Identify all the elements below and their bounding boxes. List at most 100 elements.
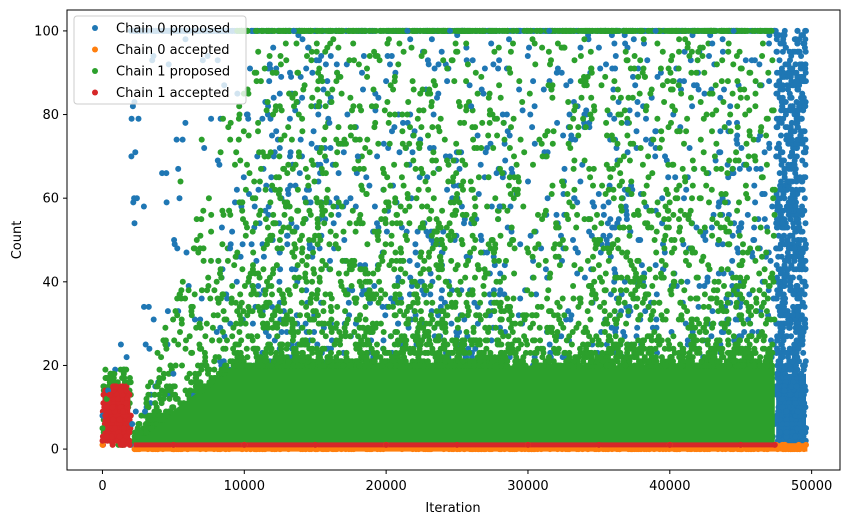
- scatter-point: [248, 241, 255, 248]
- scatter-point: [716, 199, 722, 206]
- scatter-point: [790, 291, 797, 298]
- scatter-point: [545, 287, 552, 294]
- scatter-point: [359, 69, 365, 76]
- scatter-point: [259, 115, 266, 122]
- scatter-point: [708, 333, 715, 340]
- scatter-point: [797, 186, 803, 193]
- scatter-point: [299, 94, 306, 101]
- scatter-point: [799, 379, 806, 386]
- scatter-point: [743, 140, 750, 147]
- scatter-point: [362, 145, 369, 151]
- scatter-point: [410, 132, 417, 139]
- scatter-point: [462, 211, 469, 218]
- scatter-point: [653, 316, 660, 323]
- scatter-point: [751, 182, 758, 189]
- scatter-point: [633, 145, 640, 151]
- scatter-point: [224, 257, 231, 264]
- scatter-point: [245, 115, 252, 122]
- scatter-point: [488, 203, 495, 210]
- scatter-point: [324, 78, 331, 85]
- scatter-point: [695, 86, 702, 93]
- scatter-point: [197, 446, 204, 453]
- scatter-point: [327, 145, 334, 151]
- scatter-point: [791, 245, 798, 252]
- scatter-point: [755, 446, 762, 453]
- scatter-point: [670, 278, 677, 285]
- scatter-point: [284, 186, 291, 193]
- scatter-point: [683, 186, 690, 193]
- scatter-point: [420, 446, 427, 453]
- scatter-point: [494, 132, 501, 139]
- scatter-point: [507, 203, 514, 210]
- scatter-point: [308, 57, 315, 64]
- scatter-point: [789, 149, 795, 156]
- scatter-point: [756, 270, 763, 277]
- scatter-point: [674, 446, 681, 453]
- scatter-point: [427, 291, 434, 298]
- scatter-point: [787, 216, 794, 223]
- scatter-point: [488, 337, 495, 344]
- scatter-point: [775, 32, 782, 39]
- scatter-point: [778, 178, 785, 185]
- scatter-point: [801, 44, 808, 51]
- scatter-point: [421, 257, 428, 264]
- scatter-point: [338, 446, 345, 453]
- scatter-point: [750, 446, 757, 453]
- scatter-point: [798, 370, 805, 377]
- scatter-point: [639, 161, 646, 168]
- scatter-point: [610, 165, 616, 172]
- scatter-point: [779, 270, 786, 277]
- scatter-point: [417, 270, 424, 277]
- scatter-point: [464, 61, 471, 68]
- scatter-point: [191, 316, 198, 323]
- scatter-point: [524, 287, 531, 294]
- scatter-point: [174, 245, 181, 252]
- scatter-point: [294, 186, 301, 193]
- scatter-point: [584, 308, 591, 315]
- scatter-point: [724, 299, 731, 306]
- scatter-point: [249, 228, 256, 235]
- scatter-point: [701, 354, 708, 361]
- scatter-point: [310, 128, 317, 135]
- scatter-point: [608, 324, 615, 331]
- scatter-point: [697, 136, 704, 143]
- scatter-point: [504, 207, 511, 214]
- scatter-point: [756, 61, 763, 68]
- scatter-point: [599, 182, 606, 189]
- scatter-point: [429, 124, 436, 131]
- scatter-point: [661, 216, 668, 223]
- scatter-point: [766, 145, 773, 151]
- scatter-point: [334, 303, 341, 310]
- scatter-point: [669, 78, 676, 85]
- scatter-point: [297, 136, 304, 143]
- scatter-point: [303, 65, 310, 72]
- scatter-point: [767, 257, 774, 264]
- scatter-point: [407, 36, 414, 43]
- scatter-point: [802, 425, 809, 432]
- scatter-point: [281, 211, 288, 218]
- scatter-point: [474, 132, 481, 139]
- scatter-point: [218, 224, 225, 231]
- scatter-point: [344, 111, 351, 118]
- scatter-point: [740, 241, 746, 248]
- scatter-point: [446, 291, 453, 298]
- scatter-point: [299, 115, 306, 122]
- scatter-point: [693, 224, 700, 231]
- scatter-point: [163, 170, 170, 177]
- scatter-point: [315, 111, 322, 118]
- scatter-point: [185, 283, 192, 289]
- scatter-point: [436, 165, 443, 172]
- scatter-point: [478, 145, 485, 151]
- scatter-point: [412, 249, 419, 256]
- scatter-point: [404, 111, 411, 118]
- scatter-point: [251, 203, 258, 210]
- scatter-point: [751, 224, 758, 231]
- scatter-point: [335, 44, 342, 51]
- scatter-point: [590, 253, 596, 260]
- scatter-point: [492, 195, 499, 202]
- scatter-point: [769, 203, 776, 210]
- scatter-point: [336, 349, 342, 356]
- scatter-point: [210, 312, 217, 319]
- scatter-point: [735, 249, 742, 256]
- scatter-point: [783, 349, 790, 356]
